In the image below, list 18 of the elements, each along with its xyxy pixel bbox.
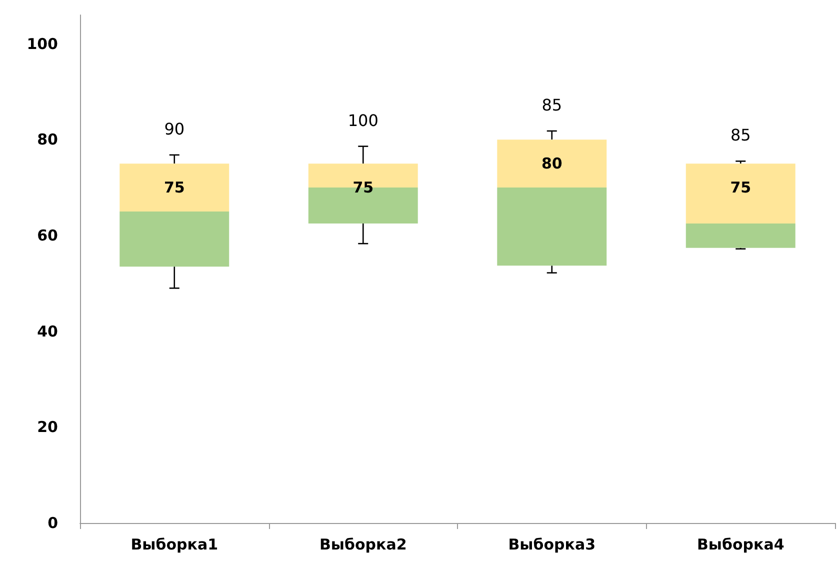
x-tick-label: Выборка4 — [696, 536, 784, 554]
annotation: 85 — [730, 126, 751, 145]
annotation: 85 — [542, 95, 562, 114]
y-tick-label: 60 — [37, 226, 58, 244]
y-tick-label: 40 — [37, 322, 58, 340]
text: 75 — [730, 178, 752, 197]
x-tick-label: Выборка1 — [130, 536, 218, 554]
annotation: 90 — [164, 119, 185, 138]
text: 75 — [352, 178, 374, 197]
annotation: 100 — [348, 110, 378, 130]
text: 75 — [164, 178, 185, 197]
text: 80 — [541, 154, 562, 173]
y-tick-label: 0 — [48, 514, 58, 532]
x-tick-label: Выборка2 — [319, 536, 407, 554]
x-tick-label: Выборка3 — [508, 536, 596, 554]
y-tick-label: 100 — [26, 34, 58, 53]
y-tick-label: 20 — [37, 418, 58, 436]
y-tick-label: 80 — [37, 130, 58, 149]
